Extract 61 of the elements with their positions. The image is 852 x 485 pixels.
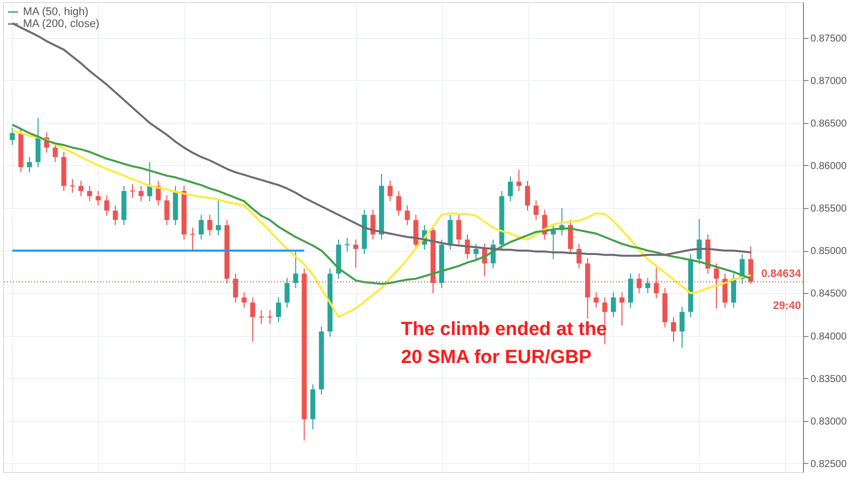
y-tick-label: 0.85000 [810,246,848,258]
candlestick [96,190,101,206]
y-tick-label: 0.86000 [810,160,848,172]
candlestick [525,180,530,212]
y-tick-label: 0.87000 [810,76,848,87]
candlestick [731,273,736,308]
candlestick [104,194,110,216]
candlestick [396,190,402,216]
candlestick [534,200,539,220]
y-tick-label: 0.84000 [810,331,848,342]
candlestick [216,198,221,236]
candlestick [164,194,170,226]
candlestick [388,180,393,202]
candlestick [198,214,204,240]
legend-label: MA (50, high) [23,6,88,18]
candlestick [353,239,358,268]
candlestick [670,316,676,342]
candlestick [456,214,462,246]
text: 29:40 [772,300,801,312]
candlestick [628,273,634,308]
line-series [11,130,752,318]
ref-line-label: 0.84634 [761,268,802,280]
y-tick-label: 0.83000 [810,416,848,428]
line-series [11,124,752,285]
candlestick [87,185,92,202]
candlestick [112,204,118,226]
candlestick [10,128,15,146]
candlestick [284,277,290,308]
candlestick [680,306,685,348]
y-tick-label: 0.82500 [810,458,848,470]
legend-label: MA (200, close) [23,18,100,30]
candlestick [276,296,281,323]
candlestick [207,214,212,236]
candlestick [267,310,272,324]
candlestick [293,250,298,289]
candlestick [404,204,410,226]
y-tick-label: 0.85500 [810,204,848,215]
candlestick [138,185,144,202]
y-tick-label: 0.84500 [810,288,848,300]
candlestick [610,292,616,318]
candlestick [190,227,196,252]
candlestick [70,178,75,194]
candlestick [516,169,522,192]
candlestick [78,180,84,197]
y-tick-label: 0.83500 [810,374,848,385]
candlestick [594,292,599,308]
candlestick [645,277,650,294]
candlestick [568,219,573,255]
candlestick [508,176,513,202]
y-tick-label: 0.86500 [810,118,848,130]
y-tick-label: 0.87500 [810,33,848,44]
candlestick [258,310,264,324]
candlestick [619,292,624,326]
candlestick [147,162,152,202]
candlestick [550,224,556,260]
candlestick [473,243,478,260]
candlestick [130,184,136,198]
candlestick [344,237,350,252]
candlestick [250,296,256,342]
candlestick [242,292,247,308]
candlestick [26,156,32,173]
